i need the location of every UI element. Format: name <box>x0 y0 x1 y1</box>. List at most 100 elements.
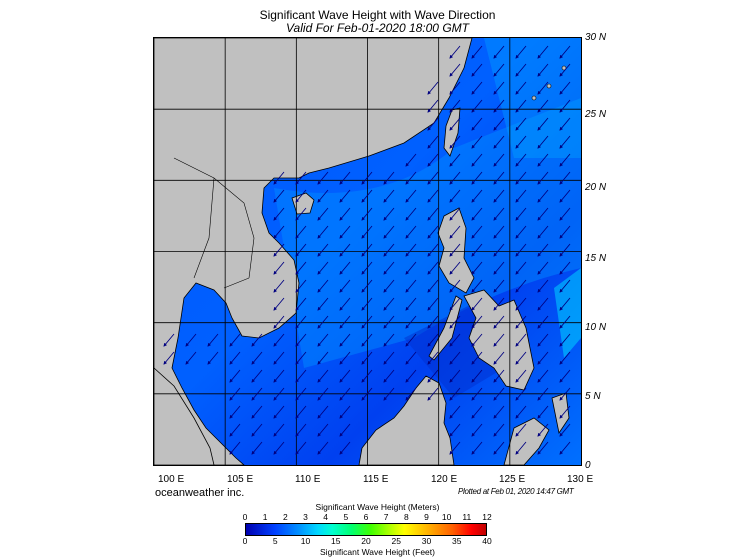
lat-label-30n: 30 N <box>585 32 607 43</box>
wave-arrow <box>537 423 549 437</box>
wave-arrow <box>361 387 373 401</box>
wave-arrow <box>273 225 285 239</box>
wave-arrow <box>427 117 439 131</box>
wave-arrow <box>515 99 527 113</box>
wave-arrow <box>515 45 527 59</box>
wave-arrow <box>339 369 351 383</box>
wave-arrow <box>515 441 527 455</box>
wave-arrow <box>427 81 439 95</box>
wave-arrow <box>449 315 461 329</box>
wave-arrow <box>207 351 219 365</box>
wave-arrow <box>229 423 241 437</box>
wave-arrow <box>317 369 329 383</box>
lat-label-25n: 25 N <box>585 109 607 120</box>
wave-arrow <box>427 243 439 257</box>
wave-arrow <box>427 387 439 401</box>
wave-arrow <box>559 117 571 131</box>
wave-arrow <box>537 261 549 275</box>
wave-arrow <box>163 333 175 347</box>
wave-arrow <box>515 405 527 419</box>
wave-arrow <box>295 171 307 185</box>
wave-arrow <box>471 333 483 347</box>
wave-arrow <box>537 351 549 365</box>
wave-arrow <box>471 369 483 383</box>
colorbar-feet-tick: 10 <box>300 536 311 546</box>
wave-arrow <box>471 315 483 329</box>
wave-arrow <box>493 153 505 167</box>
wave-arrow <box>471 297 483 311</box>
wave-arrow <box>493 405 505 419</box>
wave-arrow <box>317 315 329 329</box>
wave-arrow <box>383 297 395 311</box>
wave-arrow <box>493 315 505 329</box>
wave-arrow <box>295 423 307 437</box>
wave-arrow <box>273 261 285 275</box>
wave-arrow <box>449 63 461 77</box>
wave-arrow <box>471 441 483 455</box>
lon-label-120e: 120 E <box>431 474 458 485</box>
wave-arrow <box>339 315 351 329</box>
wave-arrow <box>273 333 285 347</box>
wave-arrow <box>295 387 307 401</box>
wave-arrow <box>361 171 373 185</box>
wave-arrow <box>493 333 505 347</box>
colorbar-title-meters: Significant Wave Height (Meters) <box>315 502 440 512</box>
colorbar-meter-tick: 2 <box>282 512 288 522</box>
wave-arrow <box>361 351 373 365</box>
colorbar-title-feet: Significant Wave Height (Feet) <box>320 547 435 557</box>
wave-arrow <box>383 207 395 221</box>
wave-arrow <box>339 351 351 365</box>
wave-arrow <box>449 369 461 383</box>
wave-arrow <box>405 189 417 203</box>
wave-arrow <box>559 351 571 365</box>
wave-arrow <box>449 333 461 347</box>
wave-arrow <box>493 243 505 257</box>
wave-arrow <box>537 81 549 95</box>
wave-arrow <box>449 135 461 149</box>
wave-arrow <box>317 207 329 221</box>
wave-arrow <box>449 207 461 221</box>
wave-arrow <box>449 153 461 167</box>
wave-arrow <box>295 369 307 383</box>
wave-arrow <box>273 189 285 203</box>
colorbar-feet-tick: 30 <box>421 536 432 546</box>
wave-arrow <box>405 225 417 239</box>
wave-arrow <box>405 207 417 221</box>
wave-arrow <box>471 117 483 131</box>
small-island <box>561 65 567 71</box>
wave-arrow <box>251 423 263 437</box>
wave-arrow <box>339 441 351 455</box>
wave-arrow <box>185 333 197 347</box>
wave-arrow <box>515 117 527 131</box>
wave-arrow <box>515 171 527 185</box>
wave-arrow <box>515 189 527 203</box>
wave-map <box>153 37 582 466</box>
wave-arrow <box>405 261 417 275</box>
colorbar-meter-tick: 0 <box>242 512 248 522</box>
wave-arrow <box>471 225 483 239</box>
wave-arrow <box>427 315 439 329</box>
wave-arrow <box>493 63 505 77</box>
wave-arrow <box>515 261 527 275</box>
colorbar-meter-tick: 6 <box>363 512 369 522</box>
wave-arrow <box>383 225 395 239</box>
wave-arrow <box>515 135 527 149</box>
wave-arrow <box>361 261 373 275</box>
lat-label-15n: 15 N <box>585 253 607 264</box>
lon-label-105e: 105 E <box>227 474 254 485</box>
wave-arrow <box>537 189 549 203</box>
plotted-timestamp: Plotted at Feb 01, 2020 14:47 GMT <box>458 487 574 496</box>
wave-arrow <box>339 225 351 239</box>
lon-label-115e: 115 E <box>363 474 389 485</box>
wave-arrow <box>559 297 571 311</box>
wave-arrow <box>515 333 527 347</box>
lon-label-125e: 125 E <box>499 474 526 485</box>
colorbar-feet-tick: 20 <box>361 536 371 546</box>
wave-arrow <box>427 333 439 347</box>
wave-arrow <box>317 351 329 365</box>
wave-arrow <box>295 333 307 347</box>
wave-arrow <box>515 63 527 77</box>
colorbar-meter-tick: 11 <box>462 512 472 522</box>
wave-arrow <box>515 315 527 329</box>
wave-arrow <box>515 369 527 383</box>
